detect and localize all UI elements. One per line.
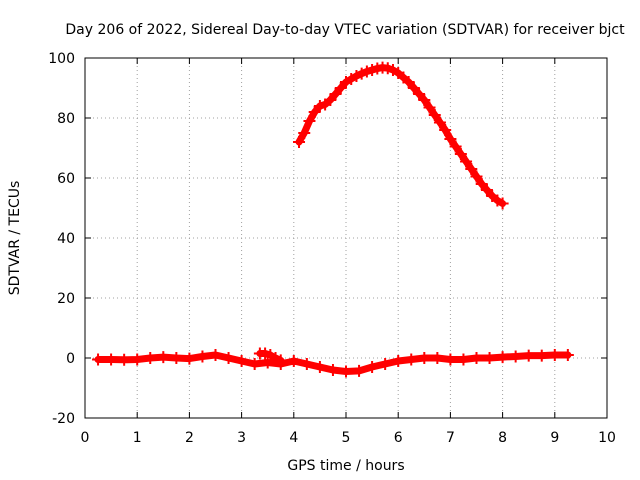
data-point <box>170 352 183 364</box>
data-point <box>439 124 452 136</box>
x-tick-label: 3 <box>237 430 246 446</box>
x-tick-label: 4 <box>289 430 298 446</box>
data-point <box>293 136 306 148</box>
x-tick-label: 7 <box>446 430 455 446</box>
data-point <box>131 353 144 366</box>
data-point <box>183 352 196 365</box>
x-tick-label: 8 <box>498 430 507 446</box>
data-point <box>313 361 326 373</box>
data-point <box>444 133 457 145</box>
data-point <box>431 352 444 364</box>
y-tick-label: 100 <box>48 51 75 67</box>
data-point <box>324 94 337 106</box>
data-point <box>418 94 431 106</box>
data-point <box>248 358 261 370</box>
y-axis: -20 0 20 40 60 80 100 <box>48 51 607 427</box>
data-point <box>300 358 313 370</box>
data-point <box>381 62 394 75</box>
data-point <box>353 364 366 377</box>
data-point <box>470 170 483 183</box>
data-point <box>157 351 170 364</box>
y-axis-label: SDTVAR / TECUs <box>7 181 23 296</box>
y-tick-label: 60 <box>57 171 75 187</box>
data-point <box>379 358 392 370</box>
data-point <box>92 353 105 366</box>
data-point <box>366 361 379 373</box>
data-point <box>475 178 488 190</box>
data-point <box>460 155 473 168</box>
data-point <box>509 350 522 363</box>
x-axis-label: GPS time / hours <box>287 458 404 474</box>
data-point <box>274 354 287 367</box>
data-point <box>496 197 509 210</box>
data-point <box>261 356 274 369</box>
data-point <box>196 350 209 363</box>
data-point <box>360 65 373 78</box>
data-point <box>413 88 426 100</box>
data-point <box>423 101 436 114</box>
y-tick-label: 40 <box>57 231 75 247</box>
x-tick-label: 10 <box>598 430 616 446</box>
data-point <box>407 82 420 94</box>
data-point <box>329 88 342 100</box>
data-point <box>496 351 509 364</box>
series-line <box>295 64 507 207</box>
data-point <box>457 353 470 366</box>
data-point <box>118 353 131 366</box>
data-point <box>313 100 326 112</box>
data-point <box>340 365 352 378</box>
data-point <box>433 116 446 129</box>
data-point <box>269 352 282 364</box>
data-point <box>303 115 316 127</box>
data-point <box>392 355 405 367</box>
data-series <box>92 61 574 378</box>
data-point <box>144 352 157 364</box>
data-point <box>454 148 467 160</box>
data-point <box>449 140 462 153</box>
y-tick-label: 80 <box>57 111 75 127</box>
x-tick-label: 0 <box>81 430 90 446</box>
x-tick-label: 6 <box>394 430 403 446</box>
y-tick-label: 0 <box>66 351 75 367</box>
data-point <box>483 352 496 364</box>
x-axis: 0 1 2 3 4 5 6 7 8 9 10 <box>81 58 616 446</box>
y-tick-label: -20 <box>52 411 75 427</box>
data-point <box>561 349 574 361</box>
data-point <box>105 353 118 366</box>
data-point <box>355 67 368 80</box>
data-point <box>405 353 418 366</box>
data-point <box>366 64 379 76</box>
data-point <box>259 347 272 360</box>
data-point <box>334 82 347 94</box>
grid <box>85 58 607 418</box>
data-point <box>209 349 222 361</box>
data-point <box>287 355 300 367</box>
data-point <box>298 127 311 139</box>
data-point <box>428 109 441 121</box>
data-point <box>326 364 339 376</box>
data-point <box>465 163 478 175</box>
y-tick-label: 20 <box>57 291 75 307</box>
data-point <box>548 349 561 361</box>
x-tick-label: 1 <box>133 430 142 446</box>
data-point <box>222 352 235 364</box>
data-point <box>418 352 431 364</box>
data-point <box>308 106 321 118</box>
data-point <box>535 349 548 362</box>
chart-title: Day 206 of 2022, Sidereal Day-to-day VTE… <box>65 22 625 38</box>
data-point <box>402 76 415 88</box>
data-point <box>522 349 535 362</box>
x-tick-label: 9 <box>550 430 559 446</box>
x-tick-label: 2 <box>185 430 194 446</box>
data-point <box>444 353 457 366</box>
data-point <box>470 352 483 364</box>
data-point <box>235 355 248 367</box>
data-point <box>480 184 493 196</box>
x-tick-label: 5 <box>342 430 351 446</box>
data-point <box>350 70 363 82</box>
